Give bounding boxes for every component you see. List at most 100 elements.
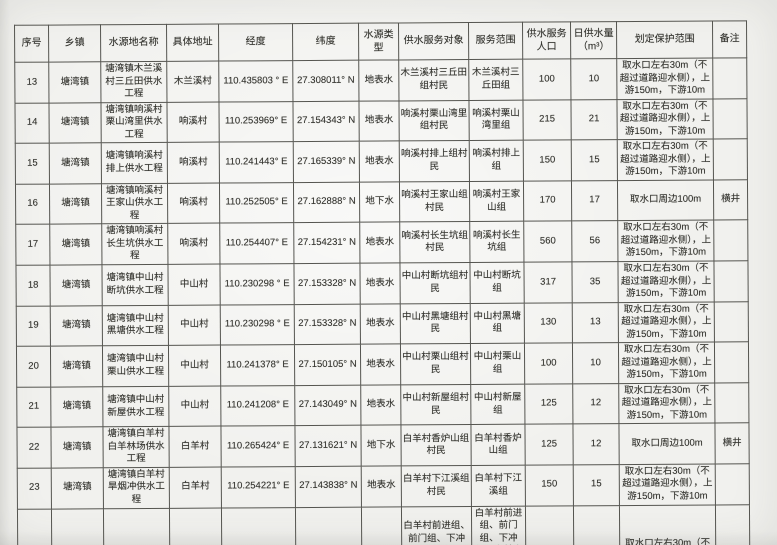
- table-row: 23 塘湾镇 塘湾镇白羊村旱烟冲供水工程 白羊村 110.254221° E 27.143…: [17, 463, 750, 509]
- header-source-name: 水源地名称: [100, 24, 167, 62]
- cell-address: 中山村: [168, 345, 221, 387]
- table-row: 22 塘湾镇 塘湾镇白羊村白羊林场供水工程 白羊村 110.265424° E 27.13…: [16, 423, 750, 469]
- header-latitude: 纬度: [292, 23, 359, 61]
- cell-service-target: 白羊村香炉山组村民: [400, 424, 472, 466]
- table-row: 13 塘湾镇 塘湾镇木兰溪村三丘田供水工程 木兰溪村 110.435803 ° E 27.…: [14, 57, 747, 103]
- cell-daily-supply: 21: [570, 99, 618, 141]
- cell-population: 170: [523, 180, 572, 222]
- header-address: 具体地址: [166, 24, 219, 62]
- cell-latitude: 27.165339° N: [293, 141, 360, 183]
- table-row: 20 塘湾镇 塘湾镇中山村栗山供水工程 中山村 110.241378° E 27.1501…: [16, 341, 749, 388]
- cell-water-type: 地表水: [361, 465, 402, 507]
- cell-township: 塘湾镇: [48, 102, 102, 144]
- table-row: 19 塘湾镇 塘湾镇中山村黑塘供水工程 中山村 110.230298 ° E 27.153…: [16, 301, 749, 347]
- cell-water-type: 地表水: [361, 506, 403, 545]
- cell-remark: [712, 57, 747, 99]
- cell-address: 白羊村: [168, 426, 222, 468]
- cell-address: 白羊村: [169, 507, 223, 545]
- cell-longitude: 110.273792° E: [221, 507, 297, 545]
- cell-longitude: 110.254407° E: [219, 222, 294, 265]
- cell-protection-range: 取水口左右30m（不超过道路迎水侧），上游150m，下游10m: [616, 98, 714, 140]
- cell-source-name: 塘湾镇响溪村王家山供水工程: [101, 183, 168, 225]
- cell-remark: [715, 504, 751, 545]
- cell-daily-supply: 10: [570, 58, 617, 100]
- header-population: 供水服务 人口: [522, 21, 571, 60]
- cell-population: 125: [524, 383, 573, 425]
- cell-latitude: 27.154231° N: [293, 222, 360, 264]
- cell-address: 响溪村: [167, 223, 220, 265]
- cell-service-scope: 白羊村前进组、前门组、下冲组、白羊山组、金塘院组、江溪头组、陶金坑组: [471, 505, 527, 545]
- cell-remark: 横井: [713, 179, 748, 221]
- cell-population: 800: [525, 505, 575, 545]
- cell-source-name: 塘湾镇中山村栗山供水工程: [102, 345, 169, 387]
- cell-latitude: 27.162888° N: [293, 181, 360, 223]
- cell-source-name: 塘湾镇白羊村旱烟冲供水工程: [103, 467, 170, 509]
- table-row: 15 塘湾镇 塘湾镇响溪村排上供水工程 响溪村 110.241443° E 27.1653…: [15, 139, 748, 185]
- cell-township: 塘湾镇: [51, 508, 105, 545]
- table-row: 21 塘湾镇 塘湾镇中山村新屋供水工程 中山村 110.241208° E 27.1430…: [16, 382, 749, 428]
- cell-daily-supply: 35: [571, 261, 619, 303]
- header-daily-supply: 日供水量 （m³）: [570, 21, 617, 59]
- cell-township: 塘湾镇: [50, 345, 103, 387]
- cell-address: 响溪村: [167, 142, 220, 184]
- table-sheet: 序号 乡镇 水源地名称 具体地址 经度 纬度 水源类型 供水服务对象 服务范围 供水服务 人口 日供…: [14, 20, 751, 545]
- cell-longitude: 110.265424° E: [220, 425, 296, 467]
- cell-population: 130: [524, 302, 573, 344]
- cell-latitude: 27.153328° N: [294, 303, 361, 345]
- cell-index: 24: [17, 508, 53, 545]
- cell-service-scope: 中山村黑塘组: [470, 302, 525, 344]
- cell-longitude: 110.241378° E: [220, 344, 295, 386]
- cell-protection-range: 取水口左右30m（不超过道路迎水侧），上游150m，下游10m: [618, 342, 715, 384]
- cell-daily-supply: 56: [571, 220, 618, 262]
- table-row: 18 塘湾镇 塘湾镇中山村断坑供水工程 中山村 110.230298 ° E 27.153…: [15, 260, 749, 306]
- table-header: 序号 乡镇 水源地名称 具体地址 经度 纬度 水源类型 供水服务对象 服务范围 供水服务 人口 日供…: [14, 20, 747, 63]
- cell-daily-supply: 15: [573, 464, 620, 506]
- cell-address: 响溪村: [166, 101, 220, 143]
- cell-address: 中山村: [168, 304, 221, 346]
- cell-population: 100: [524, 343, 573, 384]
- cell-source-name: 塘湾镇响溪村栗山湾里供水工程: [100, 101, 168, 143]
- header-index: 序号: [14, 25, 49, 63]
- cell-remark: [714, 341, 749, 383]
- cell-index: 17: [15, 224, 50, 266]
- cell-population: 560: [523, 221, 572, 263]
- header-service-target: 供水服务对象: [398, 22, 469, 60]
- cell-water-type: 地表水: [358, 59, 399, 101]
- cell-service-target: 中山村新屋组村民: [400, 384, 471, 426]
- header-protection-range: 划定保护范围: [616, 21, 713, 59]
- cell-source-name: 塘湾镇中山村新屋供水工程: [102, 386, 169, 428]
- cell-service-target: 中山村栗山组村民: [400, 343, 471, 385]
- cell-source-name: 塘湾镇响溪村排上供水工程: [101, 142, 168, 184]
- cell-township: 塘湾镇: [50, 427, 104, 469]
- cell-population: 215: [522, 99, 572, 141]
- cell-address: 响溪村: [167, 182, 220, 224]
- cell-longitude: 110.230298 ° E: [219, 263, 295, 305]
- cell-service-scope: 响溪村长生坑组: [469, 221, 524, 263]
- cell-water-type: 地下水: [359, 181, 400, 223]
- cell-service-scope: 响溪村排上组: [469, 140, 524, 182]
- header-township: 乡镇: [48, 24, 101, 63]
- cell-population: 125: [524, 424, 574, 466]
- header-row: 序号 乡镇 水源地名称 具体地址 经度 纬度 水源类型 供水服务对象 服务范围 供水服务 人口 日供…: [14, 20, 747, 63]
- cell-water-type: 地下水: [360, 425, 402, 467]
- cell-address: 中山村: [168, 385, 221, 427]
- cell-protection-range: 取水口左右30m（不超过道路迎水侧），上游150m，下游10m: [619, 504, 717, 545]
- cell-service-scope: 白羊村下江溪组: [471, 465, 526, 507]
- cell-daily-supply: 17: [571, 180, 618, 222]
- cell-daily-supply: 12: [572, 383, 619, 425]
- cell-address: 中山村: [167, 264, 221, 305]
- cell-index: 20: [16, 346, 51, 388]
- cell-latitude: 27.143049° N: [294, 384, 361, 426]
- cell-service-scope: 中山村栗山组: [470, 343, 525, 385]
- cell-address: 木兰溪村: [166, 61, 219, 102]
- cell-latitude: 27.154343° N: [292, 100, 360, 142]
- cell-latitude: 27.131621° N: [294, 425, 362, 467]
- cell-water-type: 地表水: [359, 141, 400, 182]
- table-body: 13 塘湾镇 塘湾镇木兰溪村三丘田供水工程 木兰溪村 110.435803 ° E 27.…: [14, 57, 751, 545]
- cell-longitude: 110.241443° E: [219, 141, 294, 183]
- cell-remark: [715, 463, 750, 505]
- cell-service-target: 白羊村下江溪组村民: [401, 465, 472, 507]
- cell-longitude: 110.241208° E: [220, 385, 295, 427]
- cell-protection-range: 取水口左右30m（不超过道路迎水侧），上游150m，下游10m: [616, 58, 713, 100]
